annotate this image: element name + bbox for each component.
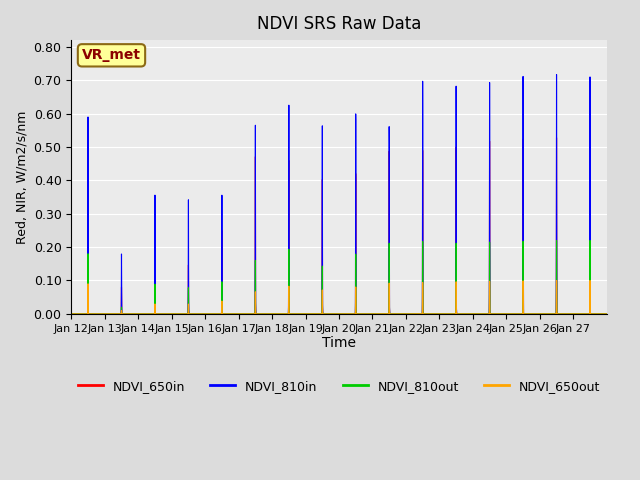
X-axis label: Time: Time <box>322 336 356 350</box>
Y-axis label: Red, NIR, W/m2/s/nm: Red, NIR, W/m2/s/nm <box>15 110 28 244</box>
Legend: NDVI_650in, NDVI_810in, NDVI_810out, NDVI_650out: NDVI_650in, NDVI_810in, NDVI_810out, NDV… <box>73 375 605 398</box>
Text: VR_met: VR_met <box>82 48 141 62</box>
Title: NDVI SRS Raw Data: NDVI SRS Raw Data <box>257 15 421 33</box>
